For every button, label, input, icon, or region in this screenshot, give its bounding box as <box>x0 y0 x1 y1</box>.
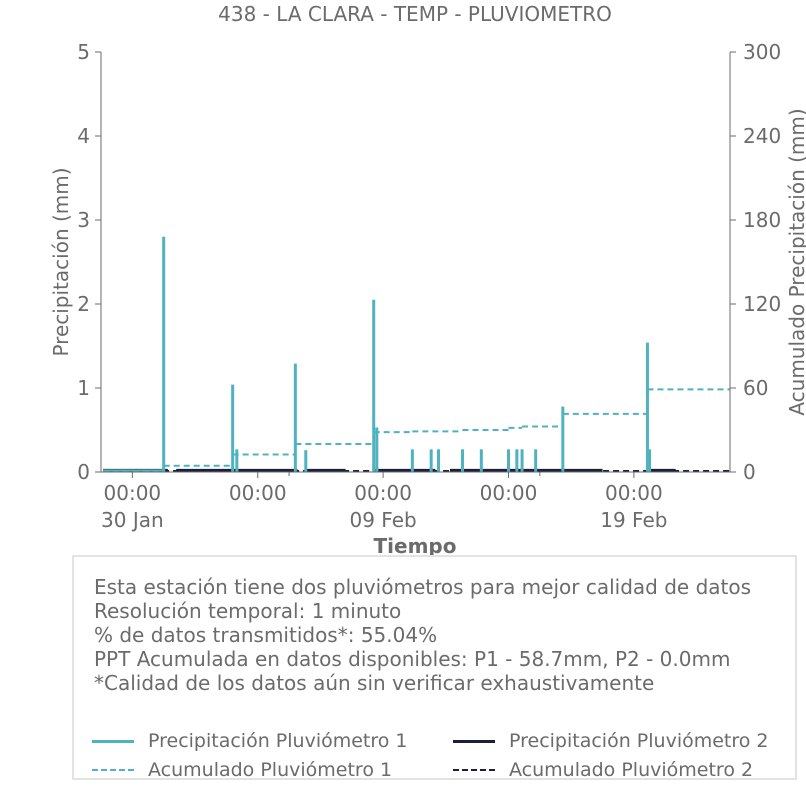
rainfall-chart: 438 - LA CLARA - TEMP - PLUVIOMETRO 0 1 2 3… <box>49 2 806 558</box>
legend-label-acc1: Acumulado Pluviómetro 1 <box>148 759 393 781</box>
x-tick-date-label: 19 Feb <box>600 508 667 532</box>
y-left-tick-label: 4 <box>77 124 90 148</box>
chart-title: 438 - LA CLARA - TEMP - PLUVIOMETRO <box>218 2 612 26</box>
info-line-quality-note: *Calidad de los datos aún sin verificar … <box>94 671 655 695</box>
y-right-tick-label: 60 <box>743 376 768 400</box>
legend-label-p1: Precipitación Pluviómetro 1 <box>148 730 408 752</box>
legend-swatch-p1 <box>92 739 134 743</box>
x-tick-label: 00:00 <box>354 481 412 505</box>
legend-item-p1: Precipitación Pluviómetro 1 <box>92 730 408 752</box>
x-tick-date-label: 09 Feb <box>350 508 417 532</box>
info-lines: Esta estación tiene dos pluviómetros par… <box>94 575 751 695</box>
y-right-tick-label: 300 <box>743 40 781 64</box>
info-line-stations: Esta estación tiene dos pluviómetros par… <box>94 575 752 599</box>
legend-label-p2: Precipitación Pluviómetro 2 <box>509 730 769 752</box>
x-tick-date-label: 30 Jan <box>101 508 164 532</box>
legend-item-acc1: Acumulado Pluviómetro 1 <box>92 759 392 781</box>
x-axis-label: Tiempo <box>374 534 457 558</box>
y-left-tick-label: 0 <box>77 460 90 484</box>
y-right-tick-label: 240 <box>743 124 781 148</box>
legend-swatch-acc2 <box>453 769 495 771</box>
legend-swatch-acc1 <box>92 769 134 771</box>
y-right-tick-label: 180 <box>743 208 781 232</box>
y-axis-label-right: Acumulado Precipitación (mm) <box>785 108 806 415</box>
info-line-accumulated: PPT Acumulada en datos disponibles: P1 -… <box>94 647 731 671</box>
legend-label-acc2: Acumulado Pluviómetro 2 <box>509 759 754 781</box>
legend-item-acc2: Acumulado Pluviómetro 2 <box>453 759 753 781</box>
info-line-transmitted: % de datos transmitidos*: 55.04% <box>94 623 438 647</box>
x-tick-label: 00:00 <box>605 481 663 505</box>
y-left-tick-label: 1 <box>77 376 90 400</box>
x-tick-label: 00:00 <box>229 481 287 505</box>
info-box: Esta estación tiene dos pluviómetros par… <box>72 555 797 781</box>
legend-item-p2: Precipitación Pluviómetro 2 <box>453 730 769 752</box>
x-tick-label: 00:00 <box>104 481 162 505</box>
y-left-tick-label: 5 <box>77 40 90 64</box>
y-right-tick-label: 0 <box>743 460 756 484</box>
legend-swatch-p2 <box>453 739 495 743</box>
x-tick-label: 00:00 <box>480 481 538 505</box>
info-line-resolution: Resolución temporal: 1 minuto <box>94 599 402 623</box>
series-acumulado-p1 <box>103 388 730 473</box>
y-left-tick-label: 3 <box>77 208 90 232</box>
y-axis-label-left: Precipitación (mm) <box>49 167 73 356</box>
y-left-tick-label: 2 <box>77 292 90 316</box>
y-right-tick-label: 120 <box>743 292 781 316</box>
